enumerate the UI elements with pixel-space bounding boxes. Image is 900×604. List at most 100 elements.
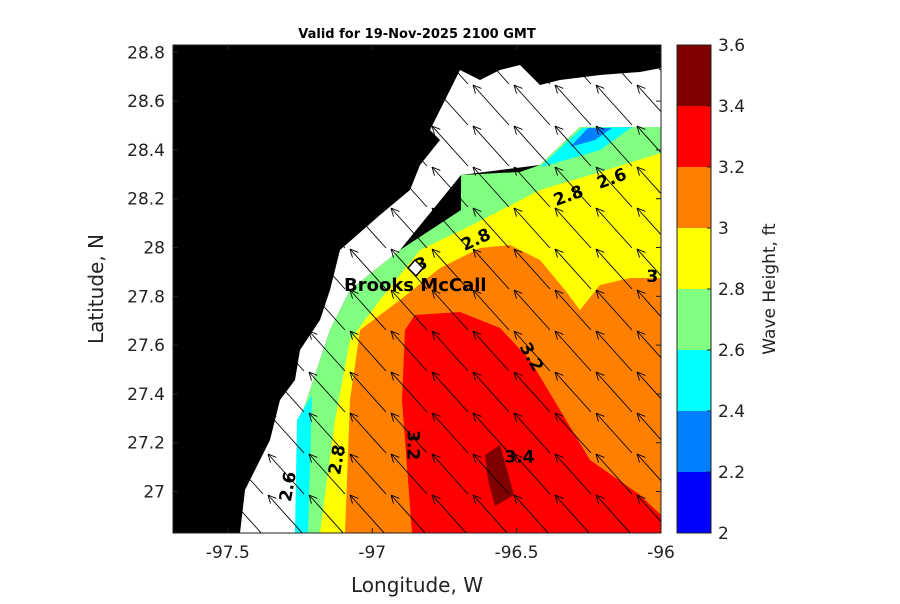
x-tick-label: -97.5 (206, 543, 250, 563)
wave-arrow (308, 412, 346, 454)
region-2.4-2.6-north (540, 127, 632, 167)
station-marker (406, 258, 425, 278)
wave-arrow (554, 494, 590, 533)
wave-arrow (595, 494, 631, 533)
wave-arrow (390, 330, 428, 372)
wave-arrow (554, 371, 592, 413)
wave-arrow (636, 330, 661, 359)
colorbar-band (677, 350, 711, 411)
wave-arrow (595, 166, 633, 208)
wave-arrow (554, 125, 592, 167)
wave-arrow (636, 412, 661, 441)
colorbar-tick-label: 3.4 (718, 97, 745, 117)
wave-arrow (472, 330, 510, 372)
wave-arrow (349, 412, 387, 454)
wave-arrow (513, 207, 551, 249)
wave-arrow (636, 453, 661, 482)
wave-arrow (349, 494, 385, 533)
colorbar-tick-label: 2.6 (718, 341, 745, 361)
wave-arrow (554, 166, 592, 208)
y-tick-label: 27.8 (127, 287, 165, 307)
x-axis-ticks: -97.5 -97 -96.5 -96 (206, 45, 675, 563)
wave-arrow (595, 248, 633, 290)
y-tick-label: 28.8 (127, 43, 165, 63)
wave-arrow (390, 166, 428, 208)
wave-arrow (267, 289, 305, 331)
wave-arrow (349, 371, 387, 413)
wave-arrow (431, 494, 467, 533)
wave-arrow (513, 494, 549, 533)
wave-arrow (267, 453, 305, 495)
wave-arrow (513, 412, 551, 454)
wave-arrow (308, 207, 346, 249)
wave-arrow (308, 289, 346, 331)
x-tick-label: -97 (358, 543, 386, 563)
wave-arrow (636, 494, 661, 523)
colorbar-band (677, 472, 711, 533)
wave-arrow (226, 289, 264, 331)
y-tick-label: 27 (143, 483, 165, 503)
wave-arrow (226, 494, 262, 533)
colorbar-band (677, 106, 711, 167)
y-tick-label: 27.4 (127, 385, 165, 405)
wave-arrow (349, 453, 387, 495)
wave-arrow (390, 412, 428, 454)
wave-arrow (390, 453, 428, 495)
wave-arrow (595, 84, 633, 126)
wave-arrow (390, 494, 426, 533)
wave-arrow (472, 248, 510, 290)
y-axis-ticks: 27 27.2 27.4 27.6 27.8 28 28.2 28.4 28.6 28.8 (127, 43, 661, 503)
wave-direction-arrows (185, 45, 661, 533)
wave-arrow (554, 289, 592, 331)
contour-label: 3.4 (504, 447, 534, 467)
colorbar-tick-label: 2 (718, 524, 729, 544)
wave-arrow (636, 289, 661, 318)
plot-frame (172, 44, 662, 534)
wave-arrow (226, 453, 264, 495)
wave-arrow (554, 207, 592, 249)
wave-arrow (431, 84, 469, 126)
wave-arrow (185, 330, 223, 372)
y-tick-label: 27.6 (127, 336, 165, 356)
colorbar-band (677, 45, 711, 106)
wave-arrow (390, 371, 428, 413)
wave-arrow (595, 330, 633, 372)
colorbar-tick-label: 2.4 (718, 402, 745, 422)
wave-arrow (513, 453, 551, 495)
wave-arrow (595, 289, 633, 331)
wave-arrow (226, 207, 264, 249)
wave-arrow (349, 289, 387, 331)
station-label: Brooks McCall (344, 275, 487, 296)
colorbar: 2 2.2 2.4 2.6 2.8 3 3.2 3.4 3.6 (676, 36, 745, 544)
wave-arrow (267, 248, 305, 290)
wave-arrow (349, 330, 387, 372)
colorbar-band (677, 411, 711, 472)
wave-arrow (349, 125, 387, 167)
wave-arrow (390, 207, 428, 249)
wave-arrow (308, 84, 346, 126)
colorbar-band (677, 228, 711, 289)
region-3.4-3.6 (485, 445, 514, 506)
wave-arrow (431, 453, 469, 495)
wave-arrow (185, 166, 223, 208)
wave-arrow (185, 371, 223, 413)
wave-arrow (472, 166, 510, 208)
wave-arrow (267, 84, 305, 126)
wave-arrow (267, 330, 305, 372)
wave-arrow (185, 494, 221, 533)
wave-arrow (472, 84, 510, 126)
wave-arrow (185, 412, 223, 454)
wave-arrow (472, 371, 510, 413)
wave-arrow (349, 166, 387, 208)
contour-label: 3 (646, 267, 658, 287)
wave-arrow (636, 207, 661, 236)
contour-label: 3.2 (403, 430, 423, 460)
wave-arrow (554, 330, 592, 372)
y-tick-label: 28 (143, 239, 165, 259)
wave-arrow (431, 289, 469, 331)
wave-arrow (349, 207, 387, 249)
wave-arrow (554, 84, 592, 126)
wave-arrow (554, 248, 592, 290)
wave-arrow (226, 330, 264, 372)
